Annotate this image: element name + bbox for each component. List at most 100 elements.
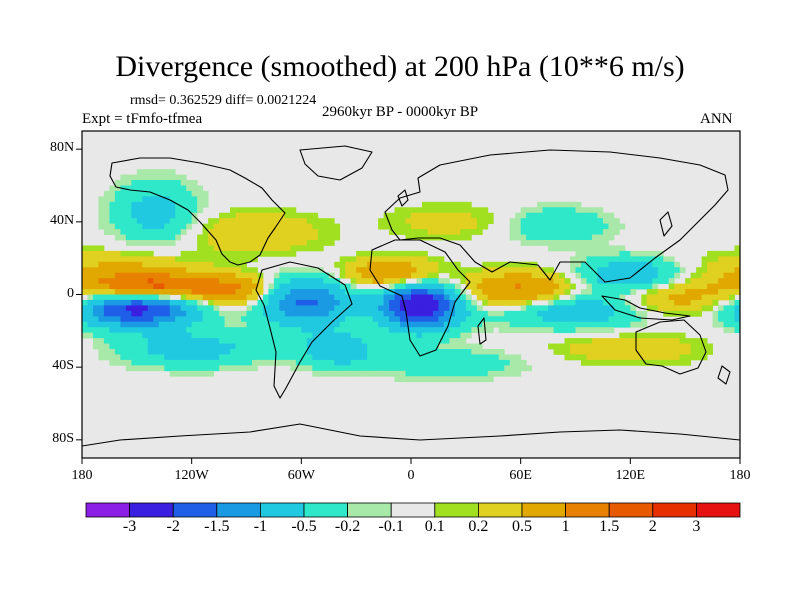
field-cell (323, 359, 330, 366)
field-cell (465, 201, 472, 208)
field-cell (630, 349, 637, 355)
field-cell (635, 354, 642, 361)
field-cell (301, 229, 308, 235)
field-cell (356, 370, 363, 377)
field-cell (449, 261, 456, 268)
colorbar-swatch (216, 502, 261, 518)
field-cell (641, 321, 648, 328)
field-cell (372, 256, 379, 263)
field-cell (125, 256, 132, 263)
field-cell (268, 229, 275, 235)
field-cell (482, 261, 489, 268)
colorbar-label: -0.2 (334, 518, 361, 535)
field-cell (367, 338, 374, 344)
field-cell (208, 245, 214, 252)
field-cell (87, 272, 94, 279)
field-cell (641, 283, 648, 290)
field-cell (520, 359, 527, 366)
field-cell (526, 283, 533, 290)
field-cell (103, 338, 110, 344)
field-cell (421, 354, 428, 361)
field-cell (400, 365, 406, 372)
field-cell (652, 305, 659, 312)
field-cell (389, 310, 395, 317)
field-cell (515, 267, 522, 274)
field-cell (356, 327, 363, 334)
field-cell (219, 310, 225, 317)
field-cell (367, 359, 374, 366)
field-cell (394, 321, 401, 328)
field-cell (438, 218, 445, 225)
field-cell (498, 310, 505, 317)
field-cell (580, 250, 587, 257)
field-cell (164, 327, 171, 334)
field-cell (487, 376, 494, 383)
field-cell (202, 305, 209, 312)
field-cell (219, 283, 225, 290)
field-cell (142, 223, 149, 230)
field-cell (696, 299, 703, 306)
field-cell (580, 223, 587, 230)
field-cell (548, 305, 554, 312)
field-cell (186, 310, 193, 317)
field-cell (224, 359, 231, 366)
field-cell (246, 294, 253, 301)
field-cell (668, 294, 675, 301)
field-cell (306, 305, 313, 312)
field-cell (449, 365, 456, 372)
field-cell (372, 354, 379, 361)
field-cell (120, 278, 127, 284)
field-cell (421, 256, 428, 263)
field-cell (186, 349, 193, 355)
field-cell (537, 234, 543, 241)
field-cell (537, 283, 543, 290)
field-cell (82, 272, 88, 279)
field-cell (449, 316, 456, 323)
field-cell (92, 338, 99, 344)
field-cell (515, 310, 522, 317)
field-cell (164, 180, 171, 186)
field-cell (350, 321, 357, 328)
field-cell (131, 267, 138, 274)
field-cell (323, 278, 330, 284)
field-cell (114, 359, 121, 366)
field-cell (262, 316, 269, 323)
field-cell (350, 294, 357, 301)
field-cell (262, 327, 269, 334)
field-cell (295, 365, 302, 372)
field-cell (136, 261, 143, 268)
field-cell (169, 316, 176, 323)
field-cell (120, 332, 127, 339)
field-cell (657, 267, 664, 274)
field-cell (548, 327, 554, 334)
field-cell (241, 278, 247, 284)
field-cell (235, 234, 242, 241)
field-cell (553, 212, 560, 219)
field-cell (608, 234, 615, 241)
field-cell (624, 299, 631, 306)
field-cell (290, 218, 297, 225)
field-cell (378, 250, 384, 257)
field-cell (602, 256, 609, 263)
field-cell (613, 338, 620, 344)
field-cell (696, 305, 703, 312)
field-cell (559, 229, 565, 235)
field-cell (690, 310, 697, 317)
field-cell (729, 289, 735, 295)
field-cell (317, 289, 324, 295)
field-cell (553, 343, 560, 350)
field-cell (734, 289, 740, 295)
field-cell (729, 294, 735, 301)
field-cell (197, 349, 204, 355)
field-cell (591, 223, 598, 230)
field-cell (306, 354, 313, 361)
field-cell (438, 283, 445, 290)
field-cell (197, 370, 204, 377)
field-cell (674, 299, 681, 306)
field-cell (224, 218, 231, 225)
field-cell (147, 359, 154, 366)
field-cell (246, 359, 253, 366)
field-cell (454, 359, 461, 366)
field-cell (246, 245, 253, 252)
field-cell (460, 376, 467, 383)
